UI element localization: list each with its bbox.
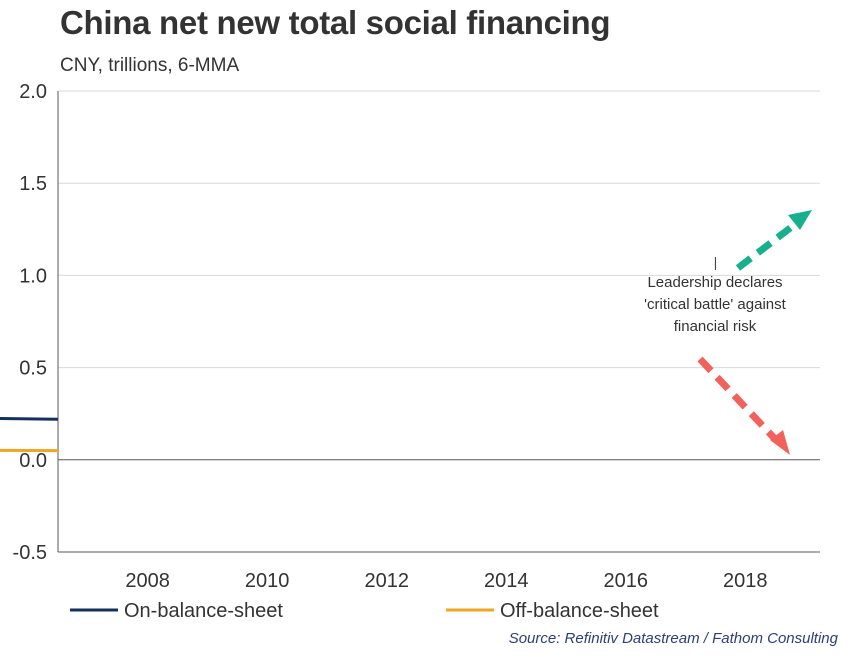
annotation-line-3: financial risk (674, 318, 757, 335)
x-tick-label: 2016 (604, 570, 649, 592)
y-tick-label: 2.0 (19, 81, 47, 103)
x-tick-label: 2014 (484, 570, 529, 592)
series-line-on-balance (0, 417, 59, 421)
y-tick-label: 0.5 (19, 358, 47, 380)
y-tick-label: -0.5 (13, 542, 47, 564)
source-note: Source: Refinitiv Datastream / Fathom Co… (508, 630, 838, 647)
legend: On-balance-sheet Off-balance-sheet (70, 600, 659, 622)
annotations: Leadership declares 'critical battle' ag… (644, 256, 787, 335)
x-tick-label: 2012 (364, 570, 409, 592)
chart-title: China net new total social financing (60, 4, 611, 41)
annotation-line-2: 'critical battle' against (644, 296, 786, 313)
on-balance-rise-arrow (735, 210, 812, 271)
legend-label-on-balance: On-balance-sheet (124, 600, 283, 622)
x-tick-label: 2008 (125, 570, 170, 592)
series-lines (0, 417, 59, 453)
off-balance-fall-arrow (697, 356, 790, 455)
arrows (697, 210, 812, 455)
chart-subtitle: CNY, trillions, 6-MMA (60, 55, 240, 76)
y-tick-label: 1.0 (19, 265, 47, 287)
x-tick-label: 2010 (245, 570, 290, 592)
x-tick-label: 2018 (723, 570, 768, 592)
legend-label-off-balance: Off-balance-sheet (500, 600, 659, 622)
gridlines (58, 90, 820, 369)
y-tick-label: 1.5 (19, 173, 47, 195)
y-tick-label: 0.0 (19, 450, 47, 472)
annotation-line-1: Leadership declares (647, 274, 782, 291)
axes: 2.0 1.5 1.0 0.5 0.0 -0.5 2008 2010 2012 2014 2016 2… (13, 81, 820, 592)
